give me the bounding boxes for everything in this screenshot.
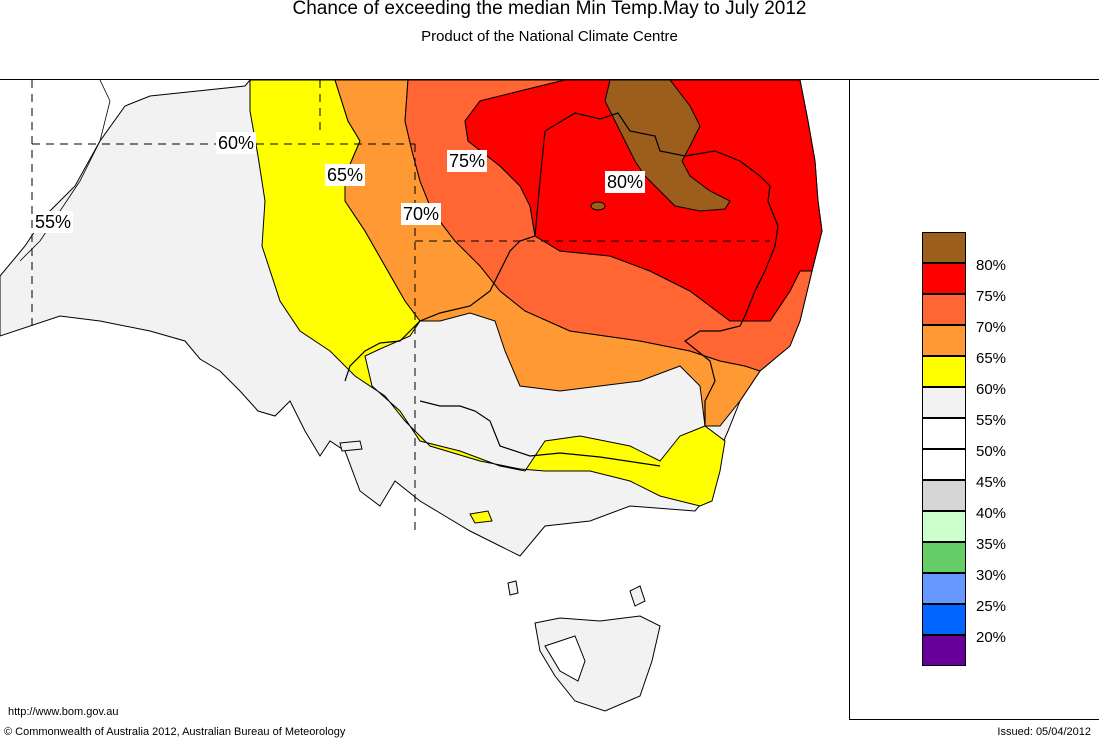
zone-75 — [464, 80, 823, 322]
issued-date: Issued: 05/04/2012 — [997, 726, 1091, 738]
legend-label-65: 65% — [976, 350, 1007, 367]
legend-label-45: 45% — [976, 474, 1007, 491]
legend-swatch-50 — [922, 418, 966, 449]
legend-swatch-65 — [922, 325, 966, 356]
legend-swatch-25 — [922, 573, 966, 604]
legend-label-60: 60% — [976, 381, 1007, 398]
legend-swatch-20 — [922, 604, 966, 635]
zone-60-spot — [469, 510, 493, 524]
map-frame: 55% 60% 65% 70% 75% 80% http://www.bom.g… — [0, 79, 1099, 721]
legend-swatch-80 — [922, 232, 966, 263]
kangaroo-island — [339, 440, 363, 452]
contour-label-80: 80% — [605, 171, 646, 193]
tasmania-white-zone — [544, 635, 586, 682]
legend-label-55: 55% — [976, 412, 1007, 429]
legend-swatch-35 — [922, 511, 966, 542]
contour-label-60: 60% — [216, 132, 257, 154]
legend-swatch-30 — [922, 542, 966, 573]
legend-swatch-40 — [922, 480, 966, 511]
legend-label-30: 30% — [976, 567, 1007, 584]
legend-label-40: 40% — [976, 505, 1007, 522]
legend-label-75: 75% — [976, 288, 1007, 305]
king-island — [507, 580, 519, 596]
map-title: Chance of exceeding the median Min Temp.… — [292, 0, 807, 19]
legend-label-20: 20% — [976, 629, 1007, 646]
flinders-island — [629, 585, 646, 607]
legend-label-80: 80% — [976, 257, 1007, 274]
map-subtitle: Product of the National Climate Centre — [421, 28, 678, 45]
contour-label-75: 75% — [447, 150, 488, 172]
bom-url: http://www.bom.gov.au — [8, 706, 119, 718]
map-canvas — [0, 80, 849, 721]
legend-label-35: 35% — [976, 536, 1007, 553]
dashed-grid — [31, 80, 770, 531]
copyright-text: © Commonwealth of Australia 2012, Austra… — [4, 726, 346, 738]
legend-swatch-75 — [922, 263, 966, 294]
legend-label-50: 50% — [976, 443, 1007, 460]
zone-80-spot — [590, 201, 606, 211]
legend-label-70: 70% — [976, 319, 1007, 336]
legend-swatch-55 — [922, 387, 966, 418]
zone-80 — [604, 80, 731, 212]
legend-divider — [849, 79, 850, 720]
legend-swatch-70 — [922, 294, 966, 325]
legend-swatch-45 — [922, 449, 966, 480]
state-borders — [344, 112, 779, 467]
contour-line-55 — [19, 80, 111, 262]
legend-label-25: 25% — [976, 598, 1007, 615]
legend-swatch-60 — [922, 356, 966, 387]
legend-swatch-bottom — [922, 635, 966, 666]
contour-label-70: 70% — [401, 203, 442, 225]
contour-label-65: 65% — [325, 164, 366, 186]
contour-label-55: 55% — [33, 211, 74, 233]
